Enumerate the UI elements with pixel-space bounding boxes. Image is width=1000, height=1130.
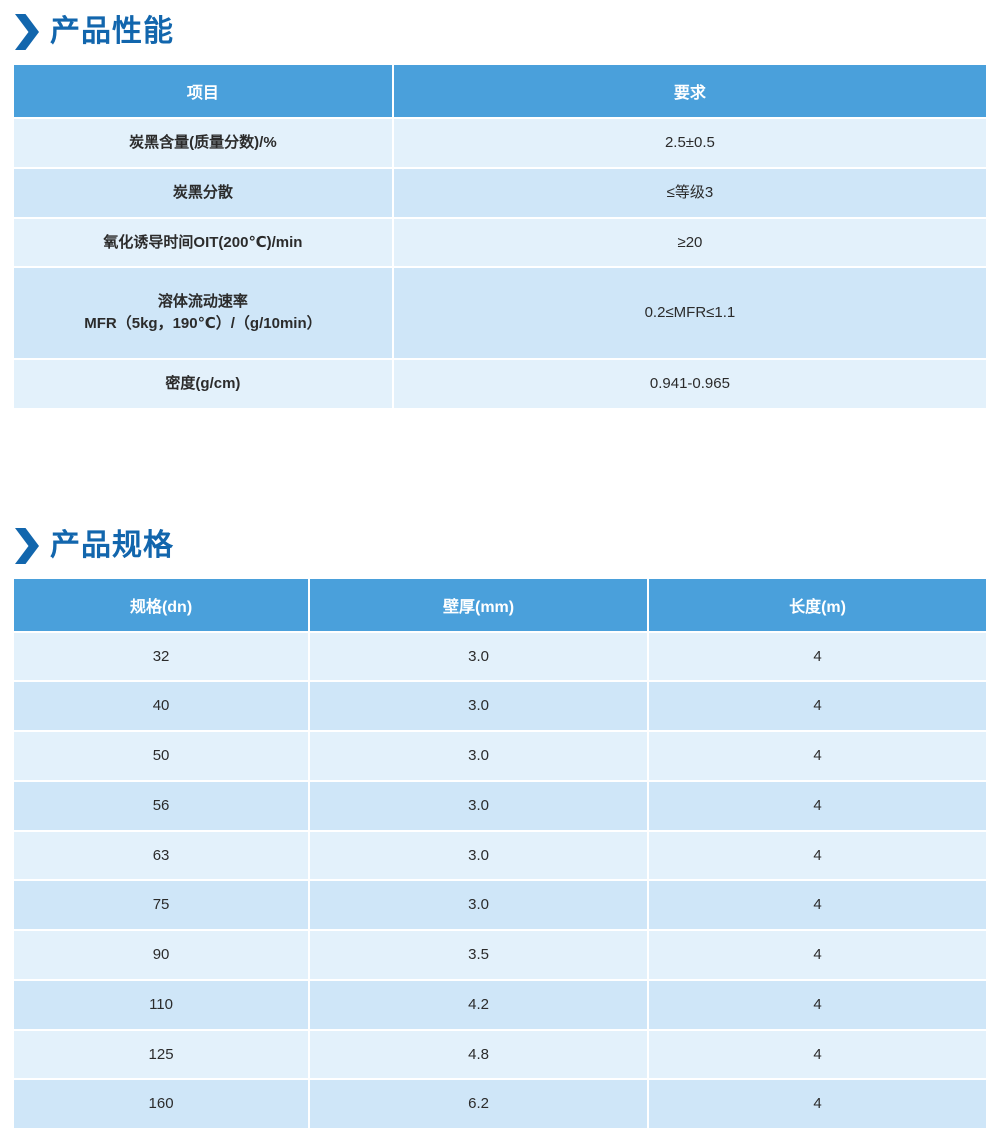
table-cell: 4	[648, 1079, 987, 1129]
table-cell: ≤等级3	[393, 168, 987, 218]
table-cell: 2.5±0.5	[393, 118, 987, 168]
table-cell: 4	[648, 1030, 987, 1080]
table-cell: 4	[648, 831, 987, 881]
table-row: 氧化诱导时间OIT(200℃)/min≥20	[13, 218, 987, 268]
table-cell: 4	[648, 681, 987, 731]
column-header-item: 项目	[13, 64, 393, 118]
table-cell: 56	[13, 781, 309, 831]
table-cell: 4	[648, 930, 987, 980]
table-cell: 溶体流动速率 MFR（5kg，190℃）/（g/10min）	[13, 267, 393, 359]
column-header-requirement: 要求	[393, 64, 987, 118]
table-cell: 4	[648, 880, 987, 930]
table-cell: 4.8	[309, 1030, 648, 1080]
table-cell: 3.0	[309, 781, 648, 831]
performance-table-header-row: 项目 要求	[13, 64, 987, 118]
table-cell: 3.0	[309, 880, 648, 930]
table-cell: 3.0	[309, 831, 648, 881]
table-cell: 炭黑分散	[13, 168, 393, 218]
table-cell: 3.0	[309, 731, 648, 781]
table-cell: 3.0	[309, 681, 648, 731]
table-cell: 4.2	[309, 980, 648, 1030]
table-cell: 6.2	[309, 1079, 648, 1129]
table-cell: 160	[13, 1079, 309, 1129]
table-cell: 125	[13, 1030, 309, 1080]
table-cell: 4	[648, 781, 987, 831]
table-cell: 40	[13, 681, 309, 731]
table-cell: 4	[648, 731, 987, 781]
chevron-right-icon	[15, 14, 39, 50]
table-cell: 3.5	[309, 930, 648, 980]
table-row: 炭黑分散≤等级3	[13, 168, 987, 218]
table-cell: 0.2≤MFR≤1.1	[393, 267, 987, 359]
table-cell: 炭黑含量(质量分数)/%	[13, 118, 393, 168]
table-cell: 32	[13, 632, 309, 682]
table-cell: 50	[13, 731, 309, 781]
column-header-length: 长度(m)	[648, 578, 987, 632]
table-cell: 75	[13, 880, 309, 930]
column-header-wall-thickness: 壁厚(mm)	[309, 578, 648, 632]
table-cell: 密度(g/cm)	[13, 359, 393, 409]
table-row: 炭黑含量(质量分数)/%2.5±0.5	[13, 118, 987, 168]
table-cell: 4	[648, 632, 987, 682]
table-row: 溶体流动速率 MFR（5kg，190℃）/（g/10min）0.2≤MFR≤1.…	[13, 267, 987, 359]
table-cell: 3.0	[309, 632, 648, 682]
table-cell: 氧化诱导时间OIT(200℃)/min	[13, 218, 393, 268]
section-title-text: 产品性能	[50, 14, 174, 50]
section-title-text: 产品规格	[50, 528, 174, 564]
table-cell: 63	[13, 831, 309, 881]
table-cell: 0.941-0.965	[393, 359, 987, 409]
table-cell: ≥20	[393, 218, 987, 268]
table-cell: 90	[13, 930, 309, 980]
table-cell: 4	[648, 980, 987, 1030]
table-row: 密度(g/cm)0.941-0.965	[13, 359, 987, 409]
section-title-specifications: 产品规格	[15, 528, 988, 564]
table-cell: 110	[13, 980, 309, 1030]
section-title-performance: 产品性能	[15, 14, 988, 50]
chevron-right-icon	[15, 528, 39, 564]
specifications-table-header-row: 规格(dn) 壁厚(mm) 长度(m)	[13, 578, 987, 632]
column-header-spec-dn: 规格(dn)	[13, 578, 309, 632]
